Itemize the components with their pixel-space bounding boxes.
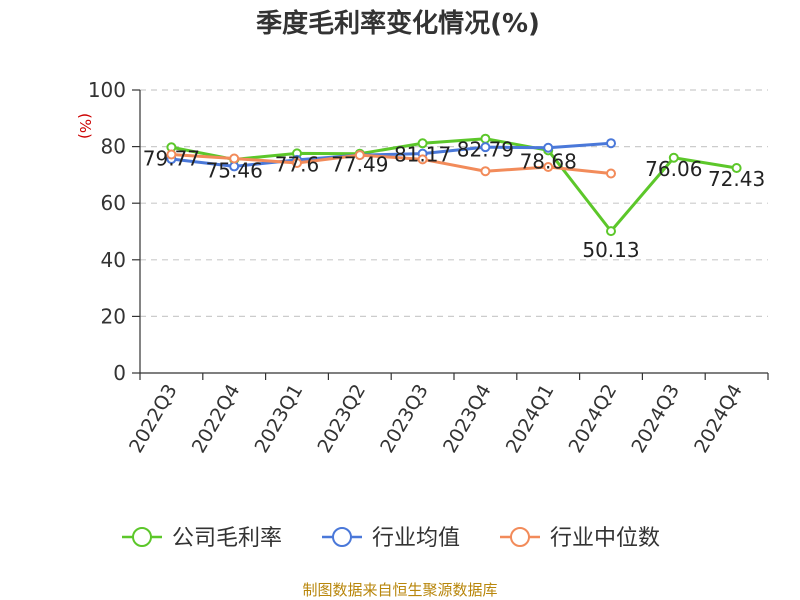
legend-item: 行业中位数 xyxy=(500,526,660,551)
series-2 xyxy=(166,149,616,179)
data-point xyxy=(354,150,365,161)
data-point xyxy=(731,163,742,174)
data-label: 82.79 xyxy=(457,138,514,162)
x-tick-label: 2023Q4 xyxy=(439,381,496,457)
x-tick-label: 2024Q2 xyxy=(565,381,622,457)
data-label: 72.43 xyxy=(708,167,765,191)
data-point xyxy=(543,161,554,172)
y-tick-label: 40 xyxy=(101,248,126,272)
y-tick-label: 20 xyxy=(101,304,126,328)
data-label: 79.77 xyxy=(143,146,200,170)
y-axis-unit: (%) xyxy=(76,113,94,139)
data-point xyxy=(417,138,428,149)
data-point xyxy=(480,166,491,177)
series-layer xyxy=(166,133,742,237)
data-point xyxy=(543,142,554,153)
data-label: 81.17 xyxy=(394,142,451,166)
legend-swatch-marker xyxy=(132,527,152,547)
data-label: 76.06 xyxy=(645,157,702,181)
data-point xyxy=(606,168,616,179)
grid-lines xyxy=(140,89,768,317)
x-tick-label: 2024Q4 xyxy=(690,381,747,457)
x-tick-label: 2024Q1 xyxy=(502,381,559,457)
y-tick-label: 60 xyxy=(101,191,126,215)
x-tick-label: 2022Q3 xyxy=(125,381,182,457)
legend-swatch-marker xyxy=(510,527,530,547)
legend-item: 行业均值 xyxy=(322,526,460,551)
data-point xyxy=(480,142,491,153)
data-point xyxy=(292,158,302,169)
series-line xyxy=(171,141,612,168)
x-tick-label: 2023Q3 xyxy=(376,381,433,457)
data-label: 50.13 xyxy=(582,238,639,262)
data-point xyxy=(166,149,177,160)
source-note: 制图数据来自恒生聚源数据库 xyxy=(302,581,497,599)
data-point xyxy=(606,138,616,149)
data-label: 75.46 xyxy=(206,158,263,182)
data-label: 77.49 xyxy=(331,153,388,177)
y-tick-label: 0 xyxy=(113,361,126,385)
legend-label: 行业中位数 xyxy=(550,526,660,551)
chart-title: 季度毛利率变化情况(%) xyxy=(256,8,540,39)
x-tick-label: 2023Q2 xyxy=(313,381,370,457)
y-tick-label: 80 xyxy=(101,135,126,159)
data-label: 78.68 xyxy=(520,149,577,173)
legend-item: 公司毛利率 xyxy=(122,526,282,551)
y-tick-label: 100 xyxy=(88,78,126,102)
legend-label: 公司毛利率 xyxy=(172,526,282,551)
series-1 xyxy=(166,138,616,172)
x-tick-label: 2022Q4 xyxy=(188,381,245,457)
series-line xyxy=(171,137,737,233)
x-tick-label: 2024Q3 xyxy=(627,381,684,457)
data-point xyxy=(668,152,679,163)
data-point xyxy=(606,226,616,237)
legend-label: 行业均值 xyxy=(372,526,460,551)
data-point xyxy=(229,153,240,164)
x-tick-label: 2023Q1 xyxy=(251,381,308,457)
series-line xyxy=(171,153,612,175)
legend: 公司毛利率 行业均值 行业中位数 xyxy=(122,526,660,551)
legend-swatch-marker xyxy=(332,527,352,547)
data-point xyxy=(417,154,428,165)
data-label: 77.6 xyxy=(275,152,320,176)
